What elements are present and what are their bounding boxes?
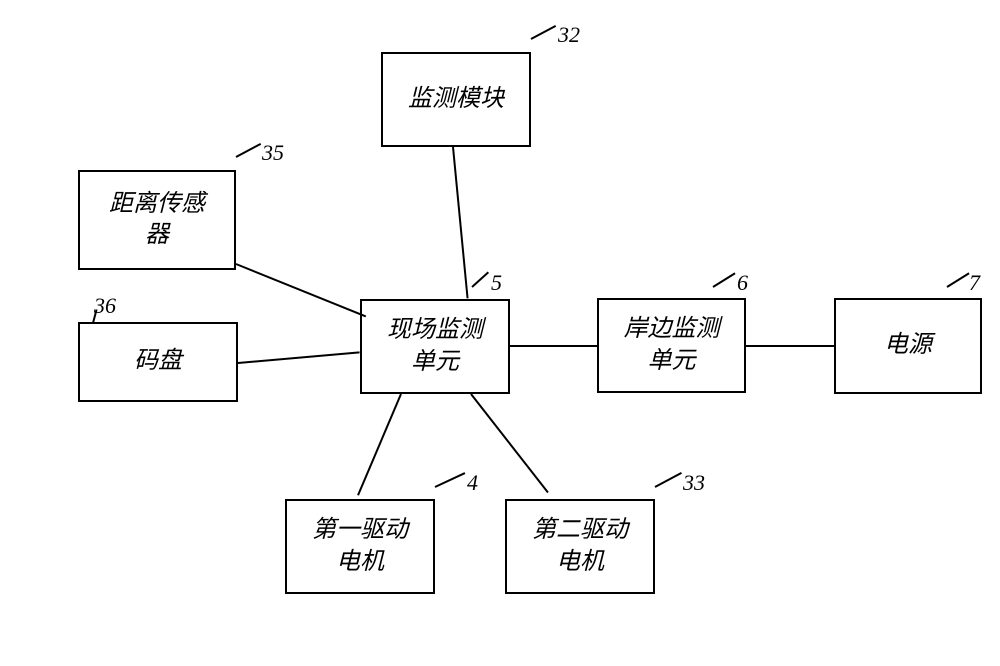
monitoring-module-box: 监测模块 — [381, 52, 531, 147]
first-drive-motor-label: 第一驱动电机 — [312, 515, 408, 577]
shore-monitoring-unit-label: 岸边监测单元 — [624, 314, 720, 376]
leader-second-drive-motor — [655, 472, 682, 488]
power-supply-label: 电源 — [884, 330, 932, 361]
field-monitoring-unit-number: 5 — [491, 270, 502, 296]
code-disc-number: 36 — [94, 293, 116, 319]
power-supply-box: 电源 — [834, 298, 982, 394]
first-drive-motor-box: 第一驱动电机 — [285, 499, 435, 594]
code-disc-label: 码盘 — [134, 346, 182, 377]
distance-sensor-box: 距离传感器 — [78, 170, 236, 270]
field-monitoring-unit-label: 现场监测单元 — [387, 315, 483, 377]
leader-shore-monitoring — [712, 272, 735, 287]
second-drive-motor-label: 第二驱动电机 — [532, 515, 628, 577]
leader-field-monitoring — [471, 272, 489, 288]
edge-field-to-second-motor — [470, 393, 549, 493]
power-supply-number: 7 — [969, 270, 980, 296]
edge-field-to-shore — [510, 345, 597, 347]
field-monitoring-unit-box: 现场监测单元 — [360, 299, 510, 394]
leader-distance-sensor — [236, 143, 262, 158]
edge-codedisc-to-field — [238, 351, 360, 364]
shore-monitoring-unit-number: 6 — [737, 270, 748, 296]
edge-monitoring-to-field — [452, 147, 469, 298]
leader-power-supply — [946, 272, 969, 287]
distance-sensor-label: 距离传感器 — [109, 189, 205, 251]
monitoring-module-label: 监测模块 — [408, 84, 504, 115]
leader-first-drive-motor — [435, 472, 466, 488]
distance-sensor-number: 35 — [262, 140, 284, 166]
leader-monitoring-module — [531, 25, 557, 40]
edge-field-to-first-motor — [357, 394, 402, 496]
shore-monitoring-unit-box: 岸边监测单元 — [597, 298, 746, 393]
edge-shore-to-power — [746, 345, 834, 347]
second-drive-motor-number: 33 — [683, 470, 705, 496]
code-disc-box: 码盘 — [78, 322, 238, 402]
edge-distance-to-field — [236, 263, 367, 317]
first-drive-motor-number: 4 — [467, 470, 478, 496]
monitoring-module-number: 32 — [558, 22, 580, 48]
second-drive-motor-box: 第二驱动电机 — [505, 499, 655, 594]
